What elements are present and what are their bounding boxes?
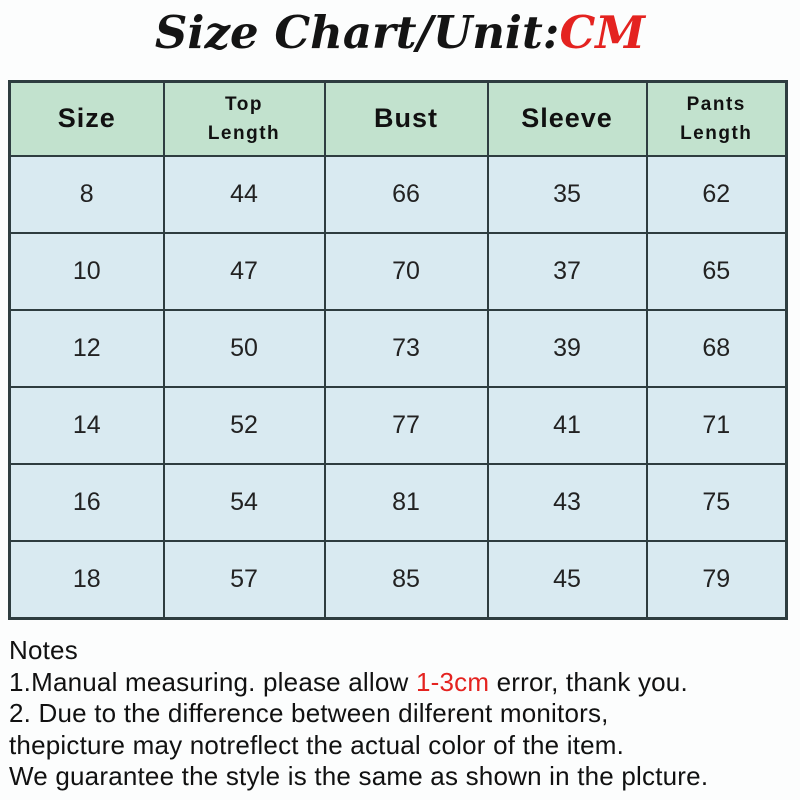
table-row: 8 44 66 35 62 [8, 155, 788, 234]
note-2-line-1: 2. Due to the difference between dilfere… [9, 698, 609, 728]
note-2-line-2: thepicture may notreflect the actual col… [9, 729, 625, 760]
table-row: 16 54 81 43 75 [8, 463, 788, 542]
table-cell-pants-length: 79 [645, 540, 788, 620]
table-cell-bust: 70 [323, 232, 489, 311]
table-cell-top-length: 50 [162, 309, 326, 388]
note-1-text: error, thank you. [489, 666, 688, 697]
note-3: We guarantee the style is the same as sh… [9, 761, 709, 791]
table-cell-size: 8 [8, 155, 165, 234]
table-cell-bust: 81 [323, 463, 489, 542]
table-header: Size Top Length Bust Sleeve Pants Length [8, 80, 788, 157]
header-line: Length [680, 123, 753, 144]
table-cell-pants-length: 62 [645, 155, 788, 234]
notes-heading: Notes [9, 635, 78, 665]
header-line: Size [57, 103, 116, 134]
table-cell-top-length: 52 [162, 386, 326, 465]
unit-label: CM [559, 6, 646, 59]
table-cell-top-length: 44 [162, 155, 326, 234]
col-header-top-length: Top Length [162, 80, 326, 157]
table-row: 14 52 77 41 71 [8, 386, 788, 465]
col-header-size: Size [8, 80, 165, 157]
table-cell-bust: 66 [323, 155, 489, 234]
table-cell-bust: 77 [323, 386, 489, 465]
size-chart-table: Size Top Length Bust Sleeve Pants Length [8, 80, 788, 620]
table-cell-sleeve: 43 [486, 463, 648, 542]
table-cell-sleeve: 35 [486, 155, 648, 234]
note-1: 1.Manual measuring. please allow 1-3cm e… [9, 667, 800, 699]
col-header-pants-length: Pants Length [645, 80, 788, 157]
header-line: Length [207, 123, 281, 144]
table-cell-pants-length: 71 [645, 386, 788, 465]
page-title: Size Chart/Unit:CM [0, 0, 800, 80]
table-cell-sleeve: 45 [486, 540, 648, 620]
table-cell-size: 18 [8, 540, 165, 620]
table-cell-sleeve: 41 [486, 386, 648, 465]
notes-section: Notes 1.Manual measuring. please allow 1… [9, 635, 800, 793]
table-cell-bust: 85 [323, 540, 489, 620]
header-line: Top [225, 93, 263, 115]
table-cell-size: 12 [8, 309, 165, 388]
table-cell-sleeve: 39 [486, 309, 648, 388]
note-1-highlight: 1-3cm [415, 666, 490, 697]
col-header-sleeve: Sleeve [486, 80, 648, 157]
table-row: 12 50 73 39 68 [8, 309, 788, 388]
table-cell-pants-length: 68 [645, 309, 788, 388]
table-cell-bust: 73 [323, 309, 489, 388]
table-row: 18 57 85 45 79 [8, 540, 788, 620]
table-cell-size: 14 [8, 386, 165, 465]
header-line: Bust [374, 103, 438, 134]
header-row: Size Top Length Bust Sleeve Pants Length [8, 80, 788, 157]
table-cell-size: 10 [8, 232, 165, 311]
header-line: Sleeve [521, 103, 613, 134]
table-body: 8 44 66 35 62 10 47 70 37 65 12 50 73 39… [8, 155, 788, 620]
header-line: Pants [686, 93, 746, 115]
title-text: Size Chart/Unit: [154, 6, 560, 59]
table-cell-pants-length: 65 [645, 232, 788, 311]
table-cell-top-length: 57 [162, 540, 326, 620]
table-cell-size: 16 [8, 463, 165, 542]
table-cell-pants-length: 75 [645, 463, 788, 542]
col-header-bust: Bust [323, 80, 489, 157]
table-row: 10 47 70 37 65 [8, 232, 788, 311]
table-cell-sleeve: 37 [486, 232, 648, 311]
table-cell-top-length: 54 [162, 463, 326, 542]
note-1-text: 1.Manual measuring. please allow [9, 666, 416, 697]
table-cell-top-length: 47 [162, 232, 326, 311]
